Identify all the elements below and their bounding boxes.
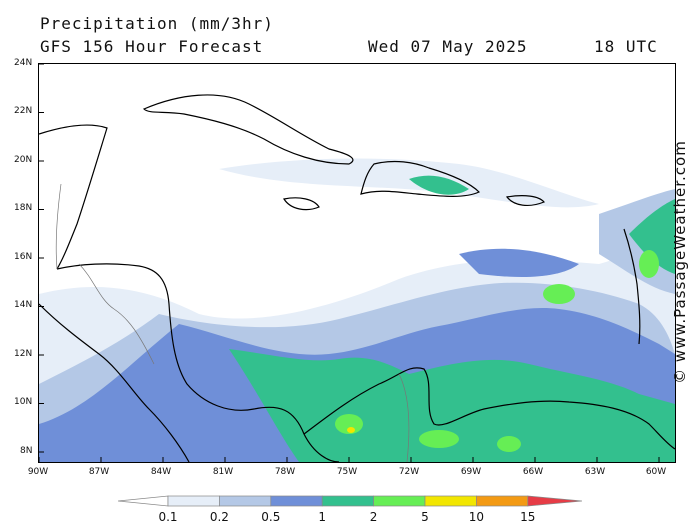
lon-label-87w: 87W — [88, 467, 110, 477]
coast-south-america — [303, 367, 675, 450]
lon-label-60w: 60W — [645, 467, 667, 477]
legend-threshold-label: 0.2 — [209, 510, 229, 524]
legend-segment-1 — [167, 495, 220, 507]
legend-threshold-label: 10 — [468, 510, 485, 524]
lat-label-22n: 22N — [14, 106, 33, 116]
precip-cell-intense-4 — [639, 250, 659, 278]
border-central-america — [78, 263, 155, 365]
lat-label-14n: 14N — [14, 300, 33, 310]
map-title: Precipitation (mm/3hr) — [40, 14, 274, 33]
legend-segment-6 — [424, 495, 477, 507]
lon-label-81w: 81W — [212, 467, 234, 477]
lon-label-72w: 72W — [398, 467, 420, 477]
lat-label-24n: 24N — [14, 58, 33, 68]
precip-cell-intense-5 — [497, 436, 521, 452]
coast-yucatan — [39, 124, 108, 270]
lon-label-66w: 66W — [522, 467, 544, 477]
precip-cell-intense-2 — [419, 430, 459, 448]
precip-area-heavy-east — [629, 199, 675, 274]
forecast-time: 18 UTC — [594, 37, 658, 56]
legend-segment-5 — [373, 495, 426, 507]
legend-threshold-label: 0.5 — [261, 510, 281, 524]
coast-pacific — [39, 303, 190, 462]
border-colombia-venezuela — [398, 373, 410, 462]
credit-text: © www.PassageWeather.com — [671, 140, 689, 384]
lon-label-69w: 69W — [460, 467, 482, 477]
legend-threshold-label: 5 — [421, 510, 429, 524]
lon-label-84w: 84W — [150, 467, 172, 477]
legend-segment-7 — [476, 495, 529, 507]
legend-threshold-label: 0.1 — [158, 510, 178, 524]
lon-label-78w: 78W — [274, 467, 296, 477]
legend-threshold-label: 15 — [520, 510, 536, 524]
coast-jamaica — [283, 197, 320, 211]
legend-segment-4 — [321, 495, 374, 507]
legend-segment-highest — [527, 495, 582, 507]
coast-hispaniola — [360, 160, 481, 197]
coast-puerto-rico — [505, 195, 545, 207]
coast-cuba — [142, 94, 354, 165]
legend-segment-lowest — [118, 495, 169, 507]
legend-threshold-label: 1 — [318, 510, 327, 524]
forecast-subtitle: GFS 156 Hour Forecast — [40, 37, 264, 56]
coast-lesser-antilles — [623, 228, 641, 345]
precip-cell-extreme — [347, 427, 355, 433]
lat-label-16n: 16N — [14, 252, 33, 262]
legend-segment-2 — [219, 495, 272, 507]
precip-area-heavy — [229, 349, 675, 462]
precip-layer — [39, 158, 675, 462]
color-legend — [118, 495, 582, 507]
legend-segment-3 — [270, 495, 323, 507]
precip-cell-intense-1 — [543, 284, 575, 304]
precipitation-map — [38, 63, 676, 463]
precip-area-heavy-north — [409, 175, 469, 195]
lon-label-75w: 75W — [336, 467, 358, 477]
border-mexico-guatemala — [55, 183, 62, 270]
lat-label-18n: 18N — [14, 203, 33, 213]
forecast-date: Wed 07 May 2025 — [368, 37, 528, 56]
border-layer — [55, 183, 410, 462]
lon-label-63w: 63W — [584, 467, 606, 477]
coastline-layer — [39, 94, 675, 462]
map-canvas — [39, 64, 675, 462]
legend-threshold-label: 2 — [369, 510, 378, 524]
precip-area-moderate-north — [459, 248, 579, 277]
lon-label-90w: 90W — [27, 467, 49, 477]
precip-cell-intense-3 — [335, 414, 363, 434]
tick-layer — [39, 64, 660, 462]
lat-label-8n: 8N — [20, 446, 33, 456]
lat-label-12n: 12N — [14, 349, 33, 359]
lat-label-20n: 20N — [14, 155, 33, 165]
lat-label-10n: 10N — [14, 397, 33, 407]
precip-area-light-north — [219, 158, 599, 208]
